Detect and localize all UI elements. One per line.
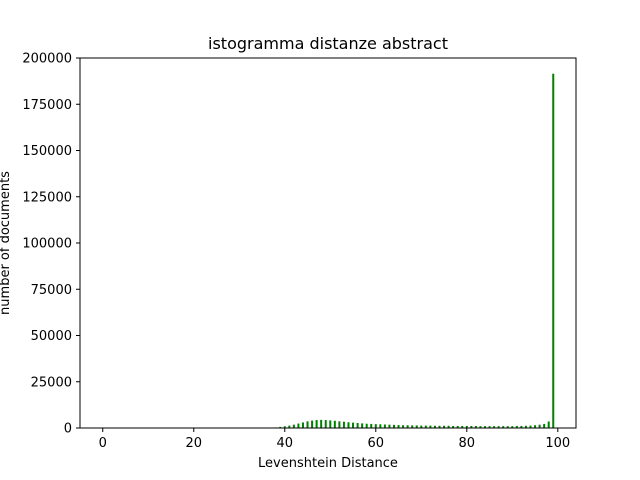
histogram-bar xyxy=(366,424,368,428)
histogram-bar xyxy=(548,422,550,428)
histogram-bar xyxy=(343,422,345,428)
y-tick-label: 200000 xyxy=(22,52,72,67)
histogram-bar xyxy=(307,421,309,428)
histogram-bar xyxy=(361,423,363,428)
histogram-bar xyxy=(338,421,340,428)
y-tick-label: 25000 xyxy=(31,375,72,390)
histogram-bar xyxy=(320,420,322,428)
histogram-bar xyxy=(347,422,349,428)
histogram-bar xyxy=(379,424,381,428)
histogram-bar xyxy=(384,424,386,428)
x-tick-label: 40 xyxy=(276,436,293,451)
histogram-bar xyxy=(352,423,354,428)
histogram-bar xyxy=(329,420,331,428)
histogram-bar xyxy=(375,424,377,428)
x-tick-label: 0 xyxy=(99,436,107,451)
x-tick-label: 80 xyxy=(459,436,476,451)
histogram-bar xyxy=(334,421,336,428)
y-tick-label: 75000 xyxy=(31,283,72,298)
y-tick-label: 100000 xyxy=(22,237,72,252)
y-tick-label: 150000 xyxy=(22,144,72,159)
histogram-bar xyxy=(297,424,299,428)
x-axis-ticks: 0 20 40 60 80 100 xyxy=(99,428,571,451)
y-axis-ticks: 0 25000 50000 75000 100000 125000 150000 175000… xyxy=(22,52,80,437)
y-tick-label: 125000 xyxy=(22,190,72,205)
x-tick-label: 100 xyxy=(545,436,570,451)
y-tick-label: 175000 xyxy=(22,98,72,113)
histogram-bar xyxy=(325,420,327,428)
chart-title: istogramma distanze abstract xyxy=(208,34,448,53)
bars-group xyxy=(275,74,555,428)
histogram-bar xyxy=(302,422,304,428)
histogram-bar xyxy=(316,420,318,428)
x-tick-label: 20 xyxy=(185,436,202,451)
histogram-bar xyxy=(311,421,313,428)
x-axis-label: Levenshtein Distance xyxy=(258,456,398,471)
y-tick-label: 0 xyxy=(64,422,72,437)
histogram-bar xyxy=(370,424,372,428)
x-tick-label: 60 xyxy=(368,436,385,451)
histogram-bar xyxy=(357,423,359,428)
plot-frame xyxy=(80,58,576,428)
y-tick-label: 50000 xyxy=(31,329,72,344)
histogram-bar xyxy=(543,424,545,428)
histogram-bar xyxy=(552,74,554,428)
y-axis-label: number of documents xyxy=(0,171,13,315)
